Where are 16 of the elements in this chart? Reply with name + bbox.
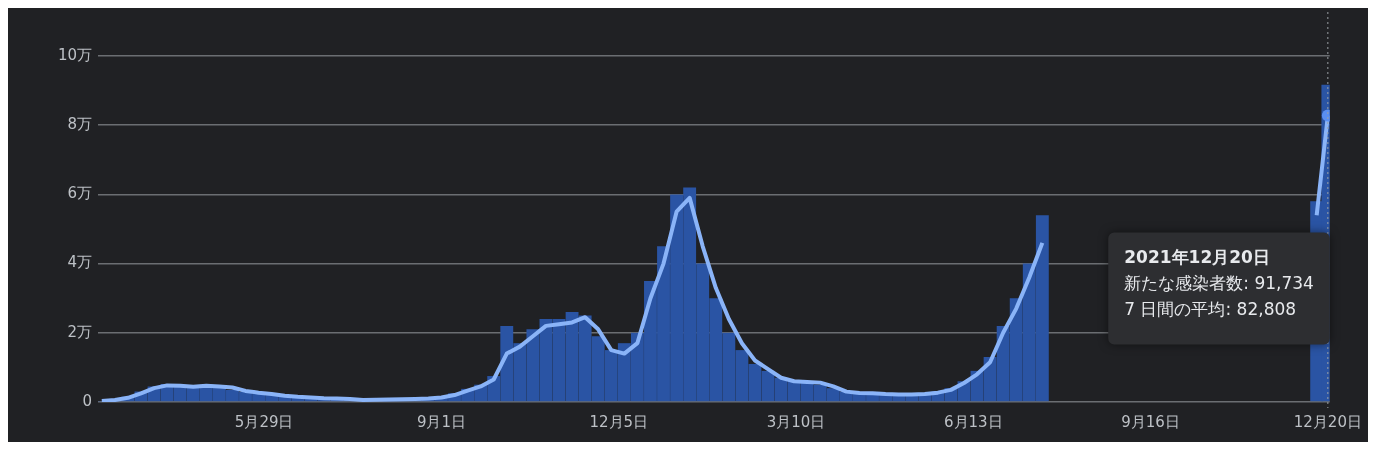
x-tick-label: 3月10日 [766,412,826,431]
y-tick-label: 6万 [67,184,93,203]
x-tick-label: 12月20日 [1293,412,1362,431]
y-tick-label: 2万 [67,322,93,341]
annotation: 7 日間の平均: 82,808 [1124,299,1297,320]
x-tick-label: 9月16日 [1121,412,1180,431]
y-tick-label: 0 [82,391,93,410]
annotation: 新たな感染者数: 91,734 [1124,273,1314,294]
y-tick-label: 4万 [67,253,93,272]
y-tick-label: 10万 [57,45,93,64]
y-tick-label: 8万 [67,115,93,134]
annotation: 2021年12月20日 [1124,247,1270,268]
x-tick-label: 6月13日 [943,412,1003,431]
x-tick-label: 9月1日 [416,412,466,431]
x-tick-label: 5月29日 [234,412,294,431]
x-tick-label: 12月5日 [589,412,649,431]
